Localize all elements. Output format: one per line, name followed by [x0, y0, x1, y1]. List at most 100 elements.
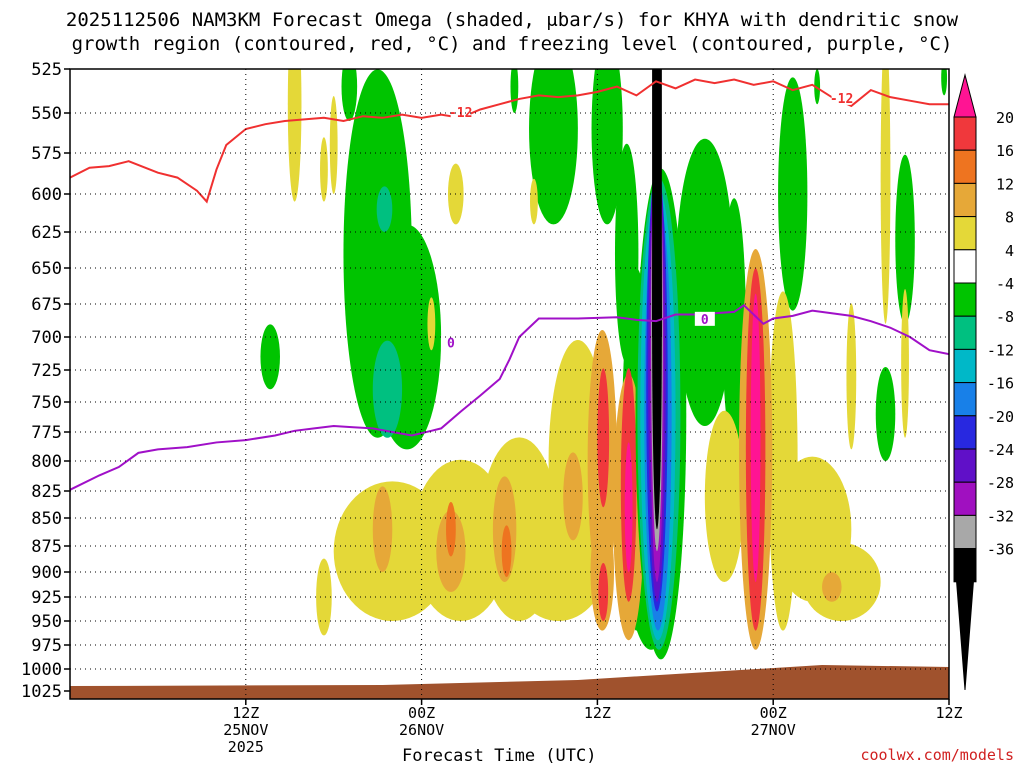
x-tick-label: 25NOV	[223, 721, 268, 739]
y-tick-label: 775	[31, 423, 62, 443]
freezing-contour-label: 0	[701, 313, 709, 328]
omega-shade	[329, 96, 338, 194]
colorbar-label: 12	[996, 175, 1014, 193]
omega-shade	[591, 69, 623, 225]
omega-shade	[509, 502, 608, 621]
x-tick-label: 27NOV	[751, 721, 796, 739]
omega-shade	[287, 69, 302, 202]
omega-shade	[372, 340, 403, 438]
omega-shade	[598, 563, 609, 621]
omega-shade	[563, 452, 583, 541]
colorbar-label: -28	[987, 474, 1014, 492]
dendritic-contour-line	[70, 78, 949, 204]
colorbar-label: -4	[996, 275, 1014, 293]
y-tick-label: 600	[31, 185, 62, 205]
chart-title-line1: 2025112506 NAM3KM Forecast Omega (shaded…	[65, 9, 959, 31]
omega-shade	[675, 138, 735, 426]
omega-shade	[822, 572, 842, 602]
x-axis-title: Forecast Time (UTC)	[402, 746, 597, 766]
colorbar-label: -24	[987, 441, 1014, 459]
omega-shade	[530, 178, 538, 225]
colorbar-label: 8	[1005, 209, 1014, 227]
y-tick-label: 950	[31, 612, 62, 632]
colorbar-segment	[953, 182, 977, 218]
y-tick-label: 900	[31, 563, 62, 583]
colorbar-segment	[953, 348, 977, 384]
colorbar-segment	[953, 382, 977, 417]
y-tick-label: 650	[31, 259, 62, 279]
omega-shade	[427, 297, 436, 351]
colorbar-label: -12	[987, 341, 1014, 359]
y-tick-label: 825	[31, 482, 62, 502]
omega-shade	[802, 543, 881, 621]
y-tick-label: 700	[31, 328, 62, 348]
omega-shade	[597, 368, 610, 508]
omega-shade	[446, 502, 456, 557]
x-tick-label: 26NOV	[399, 721, 444, 739]
omega-shade	[260, 324, 280, 390]
x-tick-label: 12Z	[935, 704, 962, 722]
y-tick-label: 925	[31, 588, 62, 608]
y-axis: 525 550 575 600 625 650 675 700 725 750 775 800 825 8…	[21, 60, 70, 702]
omega-shade	[875, 367, 896, 461]
colorbar-label: -8	[996, 308, 1014, 326]
freezing-contour-label: 0	[447, 337, 455, 352]
omega-shade	[372, 486, 393, 572]
colorbar-segment	[953, 216, 977, 251]
x-tick-label: 2025	[228, 738, 264, 756]
omega-shade	[341, 69, 358, 121]
y-tick-label: 750	[31, 393, 62, 413]
plot-frame	[69, 68, 950, 700]
colorbar-bottom-arrow	[953, 548, 977, 691]
y-tick-label: 675	[31, 295, 62, 315]
y-tick-label: 875	[31, 537, 62, 557]
omega-shade	[846, 303, 857, 450]
colorbar-segment	[953, 282, 977, 317]
y-tick-label: 550	[31, 104, 62, 124]
x-tick-label: 12Z	[232, 704, 259, 722]
y-tick-label: 975	[31, 636, 62, 656]
omega-shade	[320, 137, 328, 202]
y-tick-label: 525	[31, 60, 62, 80]
colorbar-segment	[953, 415, 977, 450]
omega-shade	[901, 289, 909, 438]
omega-shade	[316, 558, 332, 636]
omega-shade	[814, 69, 821, 105]
omega-shade	[510, 69, 519, 113]
colorbar-label: 16	[996, 142, 1014, 160]
y-tick-label: 1000	[21, 660, 62, 680]
colorbar-top-arrow	[953, 73, 977, 118]
colorbar-label: -36	[987, 541, 1014, 559]
colorbar-segment	[953, 514, 977, 550]
omega-shade	[778, 77, 808, 311]
colorbar-label: -32	[987, 507, 1014, 525]
omega-shade	[750, 293, 761, 582]
y-tick-label: 575	[31, 144, 62, 164]
colorbar-label: -16	[987, 375, 1014, 393]
y-tick-label: 850	[31, 509, 62, 529]
y-tick-label: 725	[31, 361, 62, 381]
colorbar-legend: 20 16 12 8 4 -4 -8 -12 -16 -20 -24 -28 -32 -36	[953, 73, 1014, 691]
omega-shade	[376, 186, 393, 232]
omega-shade	[501, 525, 512, 577]
x-tick-label: 00Z	[408, 704, 435, 722]
y-tick-label: 625	[31, 223, 62, 243]
omega-shade	[704, 410, 744, 582]
omega-shade	[333, 481, 451, 621]
colorbar-segment	[953, 315, 977, 350]
y-tick-label: 1025	[21, 682, 62, 702]
colorbar-label: 20	[996, 109, 1014, 127]
terrain	[70, 665, 949, 699]
colorbar-label: -20	[987, 408, 1014, 426]
omega-shade	[895, 154, 915, 324]
plot-area: -12-12000	[70, 69, 949, 699]
chart-title-line2: growth region (contoured, red, °C) and f…	[71, 33, 953, 55]
omega-shade	[371, 96, 384, 162]
omega-shade	[880, 69, 891, 324]
x-tick-label: 12Z	[584, 704, 611, 722]
colorbar-segment	[953, 116, 977, 151]
y-tick-label: 800	[31, 452, 62, 472]
credit-link[interactable]: coolwx.com/models	[860, 746, 1014, 764]
